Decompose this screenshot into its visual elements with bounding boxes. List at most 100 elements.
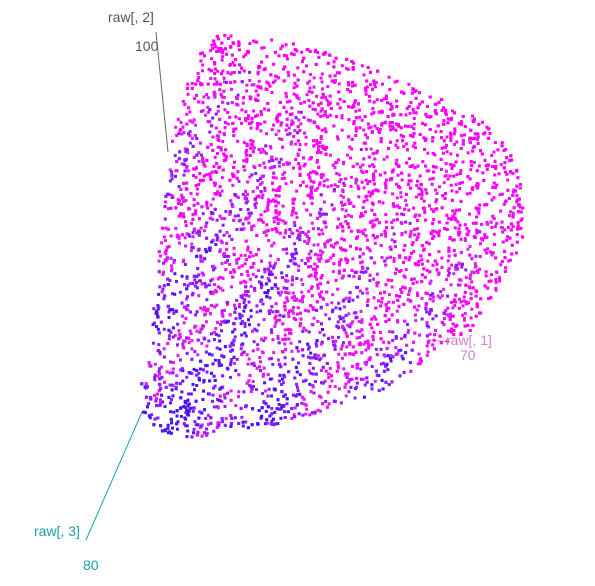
data-point (475, 169, 479, 173)
data-point (364, 178, 368, 182)
data-point (173, 334, 177, 337)
data-point (315, 344, 319, 348)
data-point (472, 270, 476, 274)
data-point (208, 248, 212, 252)
data-point (383, 171, 387, 175)
data-point (476, 132, 480, 136)
data-point (232, 338, 236, 342)
data-point (252, 340, 256, 344)
data-point (209, 312, 212, 316)
data-point (331, 339, 335, 343)
data-point (346, 153, 349, 157)
data-point (177, 329, 181, 333)
data-point (214, 327, 218, 330)
data-point (248, 79, 252, 82)
data-point (205, 221, 209, 225)
data-point (184, 401, 188, 405)
data-point (307, 289, 311, 293)
data-point (255, 233, 259, 237)
data-point (418, 333, 421, 337)
data-point (384, 186, 388, 190)
data-point (261, 392, 265, 395)
data-point (325, 290, 329, 294)
data-point (213, 155, 217, 159)
data-point (205, 433, 209, 437)
data-point (191, 231, 195, 235)
data-point (237, 195, 241, 199)
data-point (390, 313, 394, 317)
data-point (499, 209, 503, 213)
data-point (294, 298, 298, 302)
data-point (453, 212, 457, 216)
data-point (243, 262, 247, 266)
data-point (444, 169, 448, 173)
data-point (494, 166, 498, 170)
data-point (224, 261, 228, 264)
data-point (229, 199, 233, 203)
data-point (390, 170, 394, 174)
data-point (272, 351, 276, 355)
data-point (298, 238, 302, 242)
data-point (270, 91, 274, 94)
data-point (188, 110, 192, 114)
data-point (339, 347, 343, 351)
data-point (299, 317, 303, 321)
data-point (429, 308, 433, 312)
data-point (192, 274, 196, 278)
data-point (209, 416, 213, 420)
data-point (428, 293, 432, 297)
data-point (169, 417, 173, 421)
data-point (450, 198, 454, 202)
data-point (320, 228, 324, 232)
data-point (264, 282, 268, 286)
data-point (440, 146, 444, 150)
data-point (447, 271, 451, 275)
data-point (185, 86, 189, 90)
data-point (223, 319, 227, 323)
data-point (277, 358, 280, 362)
data-point (268, 377, 272, 381)
data-point (263, 186, 267, 190)
data-point (277, 341, 281, 345)
data-point (201, 212, 205, 216)
data-point (318, 282, 322, 286)
data-point (205, 370, 209, 374)
data-point (262, 46, 266, 50)
data-point (267, 279, 271, 283)
data-point (223, 423, 227, 427)
data-point (333, 385, 337, 389)
data-point (291, 232, 295, 235)
data-point (337, 90, 341, 94)
data-point (277, 291, 280, 295)
data-point (311, 170, 315, 174)
data-point (221, 100, 225, 104)
data-point (475, 231, 479, 235)
data-point (281, 314, 285, 318)
data-point (389, 128, 393, 132)
data-point (411, 134, 415, 138)
data-point (194, 82, 198, 86)
data-point (230, 341, 234, 345)
data-point (505, 172, 509, 176)
data-point (279, 157, 283, 161)
data-point (294, 211, 298, 215)
data-point (214, 288, 218, 292)
data-point (263, 381, 267, 385)
data-point (420, 273, 424, 277)
data-point (208, 379, 212, 383)
data-point (234, 115, 238, 119)
data-point (448, 236, 452, 240)
data-point (293, 224, 297, 228)
data-point (413, 262, 417, 266)
data-point (169, 264, 173, 268)
data-point (440, 206, 444, 210)
data-point (426, 350, 430, 354)
data-point (495, 221, 499, 225)
data-point (452, 329, 456, 332)
data-point (233, 63, 237, 67)
data-point (349, 244, 352, 248)
data-point (342, 319, 346, 323)
data-point (166, 342, 170, 345)
data-point (179, 414, 183, 418)
data-point (178, 382, 182, 386)
